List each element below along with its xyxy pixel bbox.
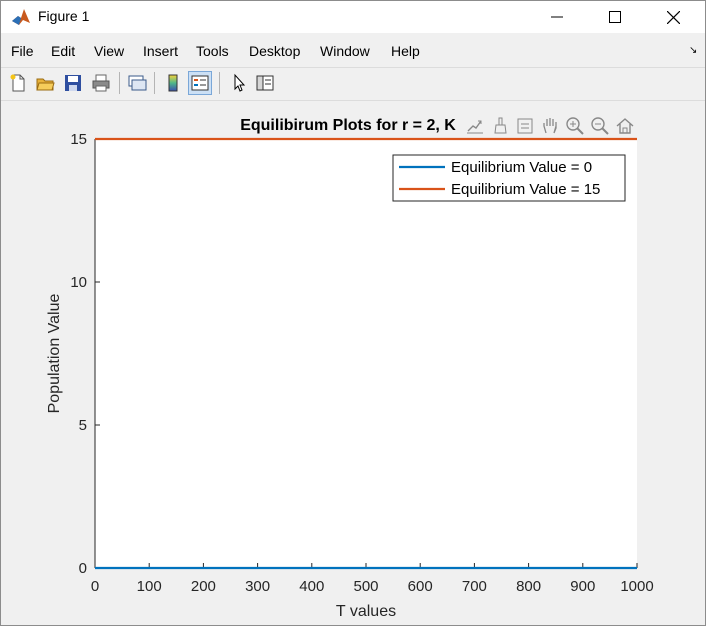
title-bar[interactable]: Figure 1 (1, 1, 705, 33)
x-tick-label: 0 (91, 578, 99, 595)
maximize-button[interactable] (586, 1, 644, 33)
x-tick-label: 100 (137, 578, 162, 595)
brush-icon (493, 117, 507, 134)
y-axis-label: Population Value (46, 294, 63, 414)
export-button[interactable] (463, 114, 486, 138)
zoom-out-button[interactable] (588, 114, 611, 138)
edit-plot-icon (234, 73, 246, 92)
window-title: Figure 1 (38, 8, 90, 24)
data-tips-icon (517, 118, 532, 134)
x-tick-label: 700 (462, 578, 487, 595)
x-tick-label: 500 (353, 578, 378, 595)
close-icon (666, 10, 680, 24)
toolbar-separator (154, 72, 155, 94)
menu-bar: File Edit View Insert Tools Desktop Wind… (1, 39, 705, 63)
y-tick-label: 0 (79, 560, 87, 577)
x-tick-label: 600 (408, 578, 433, 595)
x-axis-label: T values (336, 603, 396, 620)
x-tick-label: 400 (299, 578, 324, 595)
maximize-icon (609, 11, 621, 23)
plot-svg[interactable]: 0 100 200 300 400 500 600 700 800 900 1000 0 5 10 15 E… (3, 101, 703, 623)
legend-entry-label: Equilibrium Value = 0 (451, 159, 592, 176)
menu-edit[interactable]: Edit (51, 43, 76, 59)
new-figure-button[interactable] (6, 71, 30, 95)
property-inspector-icon (256, 75, 274, 91)
menu-tools[interactable]: Tools (196, 43, 229, 59)
link-plot-icon (128, 75, 147, 91)
menu-help[interactable]: Help (391, 43, 420, 59)
figure-canvas[interactable]: 0 100 200 300 400 500 600 700 800 900 1000 0 5 10 15 E… (3, 101, 703, 623)
insert-legend-button[interactable] (188, 71, 212, 95)
minimize-button[interactable] (528, 1, 586, 33)
property-inspector-button[interactable] (253, 71, 277, 95)
menu-desktop[interactable]: Desktop (249, 43, 301, 59)
menu-file[interactable]: File (11, 43, 34, 59)
home-icon (616, 118, 633, 134)
x-tick-label: 800 (516, 578, 541, 595)
save-icon (65, 75, 81, 91)
dock-arrow-icon[interactable]: ↘ (689, 45, 698, 56)
export-icon (466, 120, 483, 134)
edit-plot-button[interactable] (227, 71, 251, 95)
toolbar-separator (119, 72, 120, 94)
axes-toolbar (463, 114, 636, 138)
figure-toolbar (1, 67, 705, 101)
y-tick-label: 10 (70, 274, 87, 291)
print-button[interactable] (89, 71, 113, 95)
insert-colorbar-icon (168, 74, 178, 92)
legend[interactable]: Equilibrium Value = 0 Equilibrium Value =… (392, 154, 626, 202)
zoom-in-button[interactable] (563, 114, 586, 138)
axes-background[interactable] (95, 139, 637, 568)
zoom-out-icon (590, 117, 609, 135)
pan-icon (542, 118, 557, 134)
insert-colorbar-button[interactable] (161, 71, 185, 95)
zoom-in-icon (565, 117, 584, 135)
x-tick-label: 300 (245, 578, 270, 595)
save-button[interactable] (61, 71, 85, 95)
y-tick-label: 15 (70, 131, 87, 148)
home-button[interactable] (613, 114, 636, 138)
new-figure-icon (10, 74, 25, 92)
menu-insert[interactable]: Insert (143, 43, 179, 59)
toolbar-separator (219, 72, 220, 94)
matlab-icon (11, 7, 31, 27)
chart-title: Equilibirum Plots for r = 2, K (240, 117, 456, 134)
y-tick-label: 5 (79, 417, 87, 434)
x-tick-label: 1000 (620, 578, 653, 595)
legend-box (392, 154, 626, 202)
brush-button[interactable] (488, 114, 511, 138)
open-file-icon (36, 78, 55, 91)
x-tick-label: 200 (191, 578, 216, 595)
link-plot-button[interactable] (125, 71, 149, 95)
x-tick-label: 900 (570, 578, 595, 595)
insert-legend-icon (191, 75, 209, 91)
data-tips-button[interactable] (513, 114, 536, 138)
open-file-button[interactable] (33, 71, 57, 95)
menu-window[interactable]: Window (320, 43, 370, 59)
minimize-icon (551, 16, 563, 18)
close-button[interactable] (644, 1, 702, 33)
pan-button[interactable] (538, 114, 561, 138)
print-icon (92, 74, 110, 92)
menu-view[interactable]: View (94, 43, 125, 59)
legend-entry-label: Equilibrium Value = 15 (451, 181, 600, 198)
